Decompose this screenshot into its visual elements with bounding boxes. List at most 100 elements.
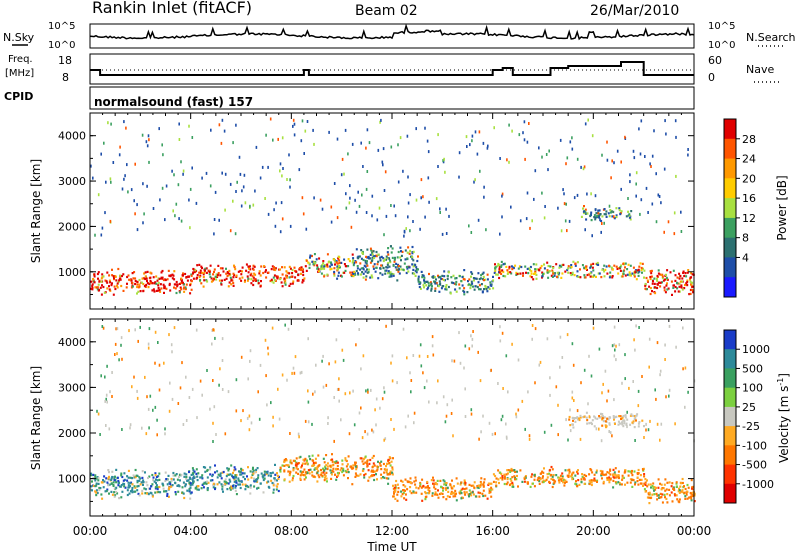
- power-cell: [393, 257, 396, 260]
- power-cell: [572, 260, 575, 263]
- power-cell: [270, 278, 273, 281]
- velocity-cell: [551, 485, 554, 489]
- power-cell: [184, 286, 187, 289]
- velocity-cell: [456, 482, 459, 485]
- velocity-cell: [643, 436, 645, 439]
- velocity-cell: [480, 430, 482, 434]
- velocity-cell: [595, 427, 598, 431]
- power-cell: [582, 210, 585, 213]
- velocity-cell: [460, 492, 463, 495]
- power-cell: [148, 160, 150, 164]
- power-cell: [366, 248, 369, 251]
- power-cell: [608, 264, 610, 267]
- velocity-cell: [274, 479, 276, 482]
- velocity-cell: [230, 487, 233, 490]
- velocity-cell: [352, 464, 355, 467]
- power-cell: [439, 207, 441, 211]
- velocity-cell: [588, 354, 590, 358]
- velocity-cell: [606, 471, 609, 474]
- power-cell: [369, 253, 372, 256]
- velocity-cell: [294, 355, 297, 359]
- power-cell: [127, 274, 130, 277]
- power-cell: [233, 265, 236, 269]
- power-cell: [397, 268, 400, 271]
- velocity-cell: [541, 481, 544, 484]
- power-cell: [238, 155, 241, 159]
- power-cell: [692, 289, 694, 292]
- velocity-cell: [276, 479, 278, 482]
- power-cell: [144, 275, 147, 278]
- power-cell: [427, 150, 430, 154]
- velocity-cell: [146, 492, 148, 495]
- power-cell: [357, 273, 360, 276]
- power-cell: [225, 267, 227, 270]
- power-cell: [474, 130, 477, 134]
- velocity-cell: [297, 432, 300, 436]
- velocity-cell: [410, 390, 412, 394]
- power-cell: [240, 279, 243, 282]
- power-cell: [529, 265, 532, 269]
- power-cell: [423, 281, 426, 284]
- velocity-cell: [665, 395, 667, 399]
- power-cell: [294, 269, 297, 273]
- power-cell: [681, 277, 684, 280]
- velocity-cell: [611, 434, 613, 438]
- velocity-cell: [136, 479, 139, 482]
- power-cell: [556, 275, 558, 278]
- velocity-cell: [575, 483, 578, 486]
- power-cell: [213, 270, 215, 273]
- velocity-cell: [197, 488, 200, 491]
- velocity-cell: [104, 375, 106, 379]
- power-cell: [636, 269, 639, 272]
- power-cell: [302, 212, 305, 216]
- velocity-cell: [174, 474, 177, 477]
- velocity-cell: [593, 473, 596, 476]
- power-cell: [241, 266, 244, 269]
- power-cell: [501, 215, 503, 219]
- power-cell: [628, 216, 631, 219]
- power-cell: [226, 274, 229, 278]
- velocity-cell: [678, 491, 681, 494]
- velocity-cell: [683, 491, 686, 494]
- power-cell: [639, 262, 642, 265]
- velocity-cell: [571, 396, 574, 400]
- power-cell: [649, 162, 651, 166]
- power-cell: [145, 277, 148, 280]
- power-cell: [590, 192, 592, 196]
- velocity-cell: [693, 494, 696, 497]
- power-cell: [227, 285, 230, 288]
- power-cell: [606, 140, 608, 144]
- power-cell: [208, 273, 211, 276]
- power-cell: [448, 214, 450, 218]
- velocity-cell: [601, 477, 603, 480]
- power-cell: [662, 279, 665, 282]
- velocity-cell: [508, 483, 511, 487]
- power-cell: [483, 185, 485, 189]
- velocity-cell: [227, 390, 230, 394]
- velocity-cell: [629, 423, 632, 426]
- velocity-cell: [554, 480, 557, 483]
- power-cell: [91, 286, 94, 290]
- velocity-cell: [233, 480, 236, 483]
- power-cell: [360, 257, 363, 260]
- power-cell: [669, 271, 672, 274]
- velocity-cell: [509, 477, 512, 481]
- velocity-cell: [329, 466, 332, 469]
- velocity-cell: [176, 484, 179, 487]
- velocity-cell: [127, 481, 130, 484]
- velocity-cell: [542, 479, 545, 482]
- power-cell: [354, 273, 357, 276]
- velocity-cell: [467, 493, 470, 496]
- power-cell: [390, 275, 393, 278]
- power-cell: [313, 142, 315, 146]
- power-cell: [133, 199, 135, 203]
- power-cell: [379, 120, 381, 124]
- power-cell: [526, 191, 529, 195]
- velocity-cell: [500, 418, 503, 422]
- power-cell: [252, 203, 255, 207]
- velocity-cell: [656, 498, 659, 501]
- velocity-cell: [501, 331, 504, 335]
- power-cell: [173, 173, 175, 177]
- velocity-cell: [394, 488, 397, 491]
